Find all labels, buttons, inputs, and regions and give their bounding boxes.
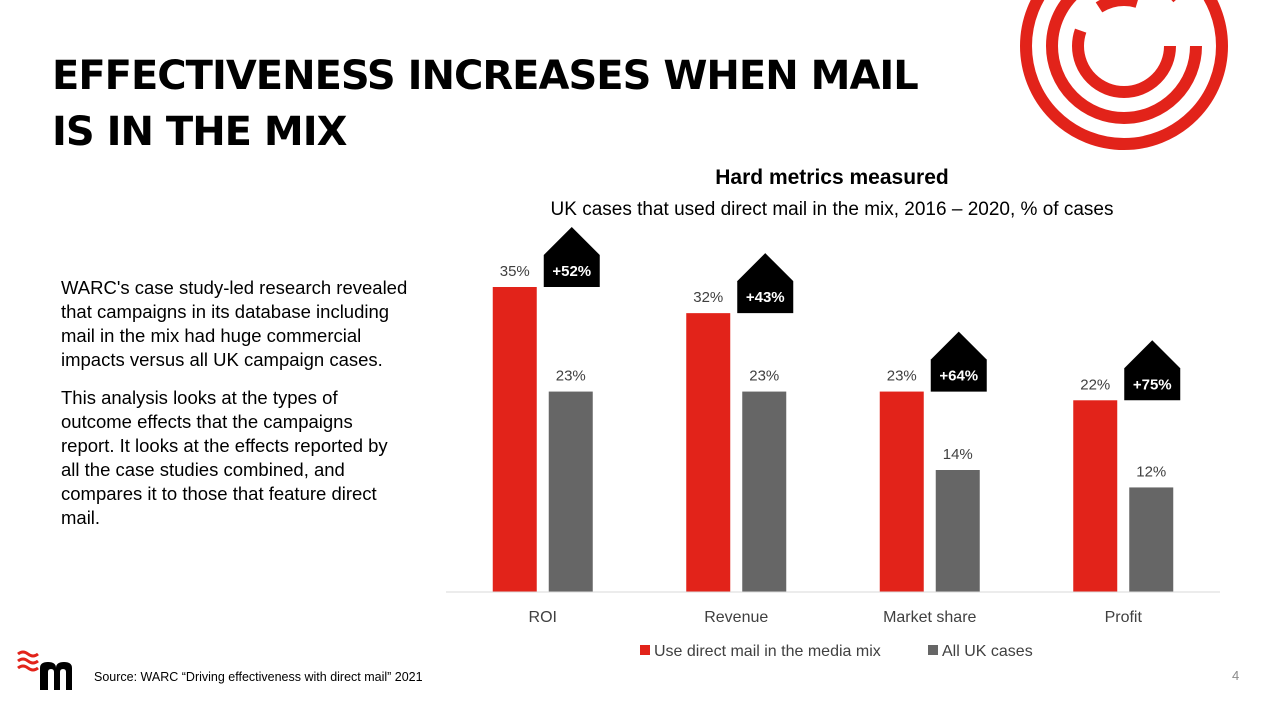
bar-direct-mail-3 [1073,400,1118,592]
uplift-badge [1124,340,1181,401]
legend-swatch [640,645,650,655]
bar-direct-mail-2 [879,391,924,592]
legend-label: Use direct mail in the media mix [654,643,881,660]
bar-all-uk-0 [548,391,593,592]
category-label: ROI [529,609,557,626]
concentric-circle-logo [1020,0,1228,150]
bar-all-uk-2 [935,470,980,592]
uplift-label: +64% [939,368,978,385]
page-number: 4 [1232,668,1240,683]
uplift-label: +43% [746,289,785,306]
page-title: EFFECTIVENESS INCREASES WHEN MAIL IS IN … [52,53,919,155]
chart-title: Hard metrics measured [715,166,948,189]
bar-all-uk-1 [742,391,787,592]
category-label: Revenue [704,609,768,626]
category-label: Market share [883,609,976,626]
source-note: Source: WARC “Driving effectiveness with… [94,670,423,684]
bar-direct-mail-1 [686,313,731,592]
uplift-badge [737,253,794,314]
body-text: WARC's case study-led research revealed … [61,276,411,544]
data-label: 23% [887,368,917,385]
chart-subtitle: UK cases that used direct mail in the mi… [551,199,1114,220]
data-label: 14% [943,446,973,463]
body-paragraph-2: This analysis looks at the types of outc… [61,387,388,528]
uplift-label: +75% [1133,376,1172,393]
data-label: 23% [749,368,779,385]
data-label: 22% [1080,376,1110,393]
uplift-badge [543,227,600,287]
data-label: 12% [1136,463,1166,480]
data-label: 32% [693,289,723,306]
brand-m-logo [17,650,72,690]
uplift-badge [930,331,987,392]
bar-direct-mail-0 [492,287,537,592]
legend-swatch [928,645,938,655]
legend-label: All UK cases [942,643,1033,660]
bar-all-uk-3 [1129,487,1174,592]
body-paragraph-1: WARC's case study-led research revealed … [61,277,408,370]
uplift-label: +52% [552,263,591,280]
data-label: 35% [500,263,530,280]
category-label: Profit [1105,609,1143,626]
data-label: 23% [556,368,586,385]
